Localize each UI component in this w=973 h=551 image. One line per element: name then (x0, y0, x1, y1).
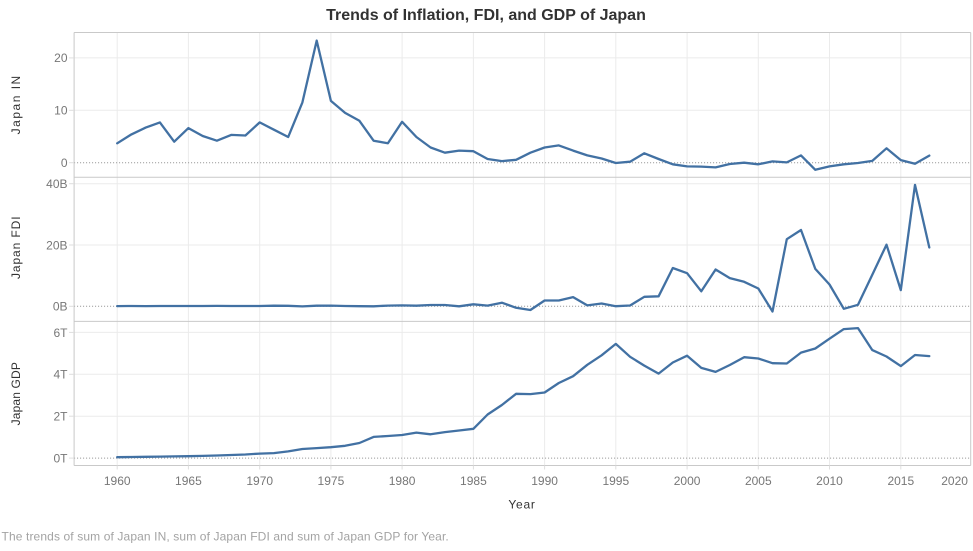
svg-text:2000: 2000 (674, 474, 701, 488)
svg-text:Japan GDP: Japan GDP (9, 362, 23, 425)
svg-text:1985: 1985 (460, 474, 487, 488)
svg-text:2T: 2T (53, 410, 68, 424)
svg-text:2020: 2020 (941, 474, 968, 488)
svg-text:4T: 4T (53, 368, 68, 382)
svg-text:0T: 0T (53, 452, 68, 466)
svg-text:0B: 0B (53, 300, 68, 314)
svg-text:Japan FDI: Japan FDI (9, 216, 23, 279)
svg-text:6T: 6T (53, 326, 68, 340)
svg-text:1990: 1990 (531, 474, 558, 488)
svg-text:2015: 2015 (887, 474, 914, 488)
svg-text:Japan IN: Japan IN (9, 74, 23, 134)
svg-text:1980: 1980 (389, 474, 416, 488)
svg-text:10: 10 (54, 104, 68, 118)
svg-text:1960: 1960 (104, 474, 131, 488)
svg-text:1965: 1965 (175, 474, 202, 488)
svg-text:1975: 1975 (318, 474, 345, 488)
svg-text:1970: 1970 (246, 474, 273, 488)
svg-text:20: 20 (54, 51, 68, 65)
svg-text:1995: 1995 (602, 474, 629, 488)
svg-text:Year: Year (508, 498, 535, 512)
svg-text:2010: 2010 (816, 474, 843, 488)
svg-text:40B: 40B (46, 177, 67, 191)
svg-text:2005: 2005 (745, 474, 772, 488)
svg-text:The trends of sum of Japan IN,: The trends of sum of Japan IN, sum of Ja… (2, 529, 449, 543)
svg-text:0: 0 (61, 156, 68, 170)
svg-text:20B: 20B (46, 238, 67, 252)
svg-text:Trends of Inflation, FDI, and: Trends of Inflation, FDI, and GDP of Jap… (326, 7, 646, 24)
